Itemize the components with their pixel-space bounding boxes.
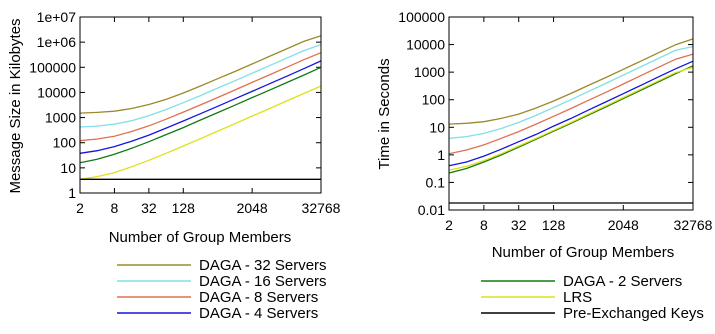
series-line: [448, 45, 694, 139]
series-line: [448, 38, 694, 125]
series-line: [79, 35, 322, 114]
series-line: [448, 60, 694, 167]
series-line: [448, 65, 694, 174]
y-tick-label: 0.1: [426, 174, 446, 190]
x-tick-label: 128: [172, 200, 196, 216]
legend-label: DAGA - 32 Servers: [199, 257, 327, 274]
legend-label: LRS: [563, 289, 592, 306]
plot-frame: [79, 16, 322, 194]
legend-label: DAGA - 2 Servers: [563, 273, 682, 290]
y-tick-label: 100000: [29, 59, 76, 75]
y-tick-label: 100: [53, 135, 77, 151]
time-chart: 0.01 0.1 1 10 100 1000 10000 100000 2 8 32 128 2048 3…: [376, 9, 713, 322]
x-tick-label: 8: [480, 217, 488, 233]
y-tick-label: 0.01: [418, 202, 445, 218]
y-tick-label: 100000: [398, 9, 445, 25]
y-tick-label: 1000: [414, 64, 445, 80]
series-line: [79, 85, 322, 180]
x-tick-label: 2: [76, 200, 84, 216]
y-tick-label: 10000: [37, 84, 76, 100]
series-line: [79, 52, 322, 142]
x-tick-label: 2048: [237, 200, 268, 216]
y-axis-label: Message Size in Kilobytes: [7, 18, 24, 193]
series-line: [79, 60, 322, 154]
series-line: [79, 43, 322, 128]
series-line: [448, 66, 694, 171]
y-tick-label: 1e+06: [37, 34, 77, 50]
y-tick-label: 1: [437, 147, 445, 163]
x-tick-label: 2: [445, 217, 453, 233]
legend-label: DAGA - 16 Servers: [199, 273, 327, 290]
x-tick-label: 32768: [302, 200, 341, 216]
legend-label: DAGA - 8 Servers: [199, 289, 318, 306]
x-tick-label: 32: [511, 217, 527, 233]
y-axis-label: Time in Seconds: [376, 58, 393, 169]
y-tick-label: 10000: [406, 37, 445, 53]
plot-frame: [448, 16, 694, 211]
y-tick-label: 100: [422, 92, 446, 108]
series-line: [448, 53, 694, 155]
y-tick-label: 10: [60, 160, 76, 176]
x-tick-label: 8: [111, 200, 119, 216]
x-tick-label: 32768: [674, 217, 713, 233]
y-tick-label: 1e+07: [37, 9, 77, 25]
message-size-chart: 1 10 100 1000 10000 100000 1e+06 1e+07 2 8 32 128 20…: [7, 9, 341, 322]
series-line: [79, 66, 322, 164]
y-tick-label: 1: [68, 185, 76, 201]
x-axis-label: Number of Group Members: [109, 229, 292, 246]
x-tick-label: 32: [141, 200, 157, 216]
legend-label: Pre-Exchanged Keys: [563, 305, 704, 322]
y-tick-label: 10: [429, 119, 445, 135]
x-axis-label: Number of Group Members: [492, 244, 675, 261]
x-tick-label: 128: [542, 217, 566, 233]
y-tick-label: 1000: [45, 110, 76, 126]
x-tick-label: 2048: [608, 217, 639, 233]
legend-label: DAGA - 4 Servers: [199, 305, 318, 322]
